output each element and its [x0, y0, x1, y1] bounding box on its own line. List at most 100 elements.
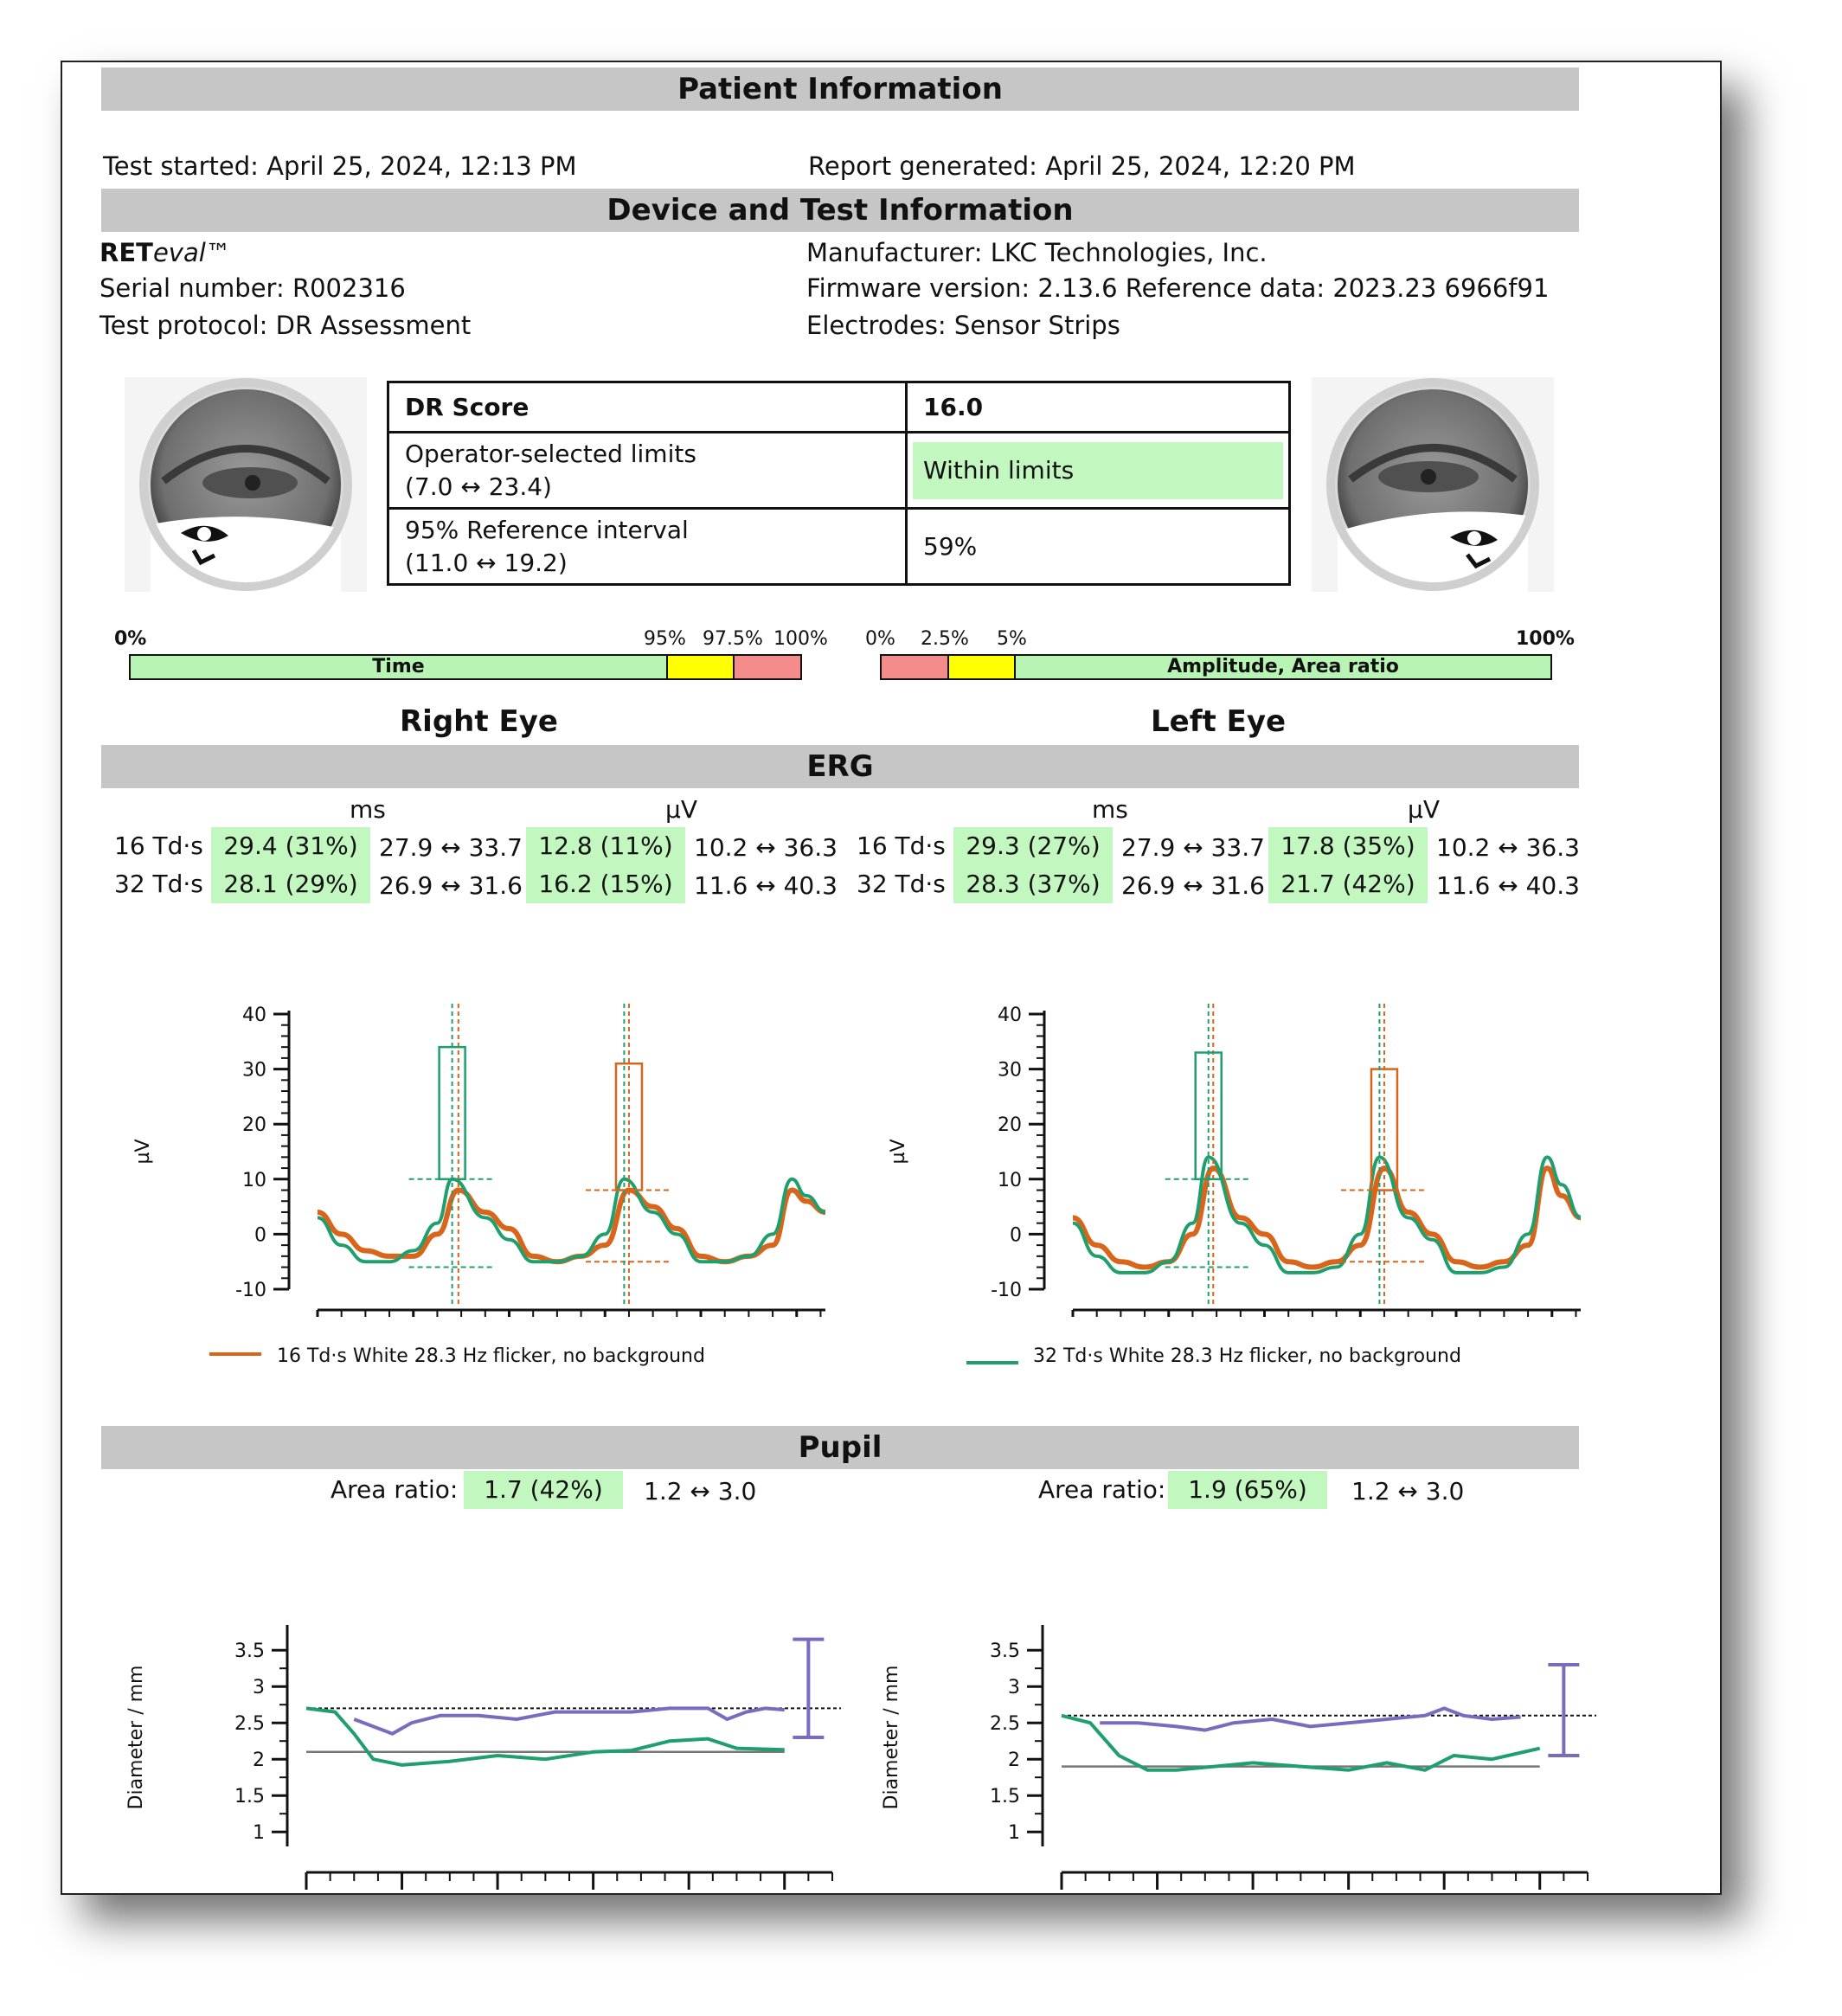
y-axis-label: Diameter / mm — [881, 1666, 902, 1810]
pupil-series-line-green — [305, 1706, 785, 1767]
erg-header: ERG — [101, 745, 1579, 788]
brand-tm: ™ — [205, 238, 231, 267]
left-row16-uv: 17.8 (35%) — [1268, 827, 1428, 865]
y-axis-label: µV — [888, 1139, 909, 1164]
dr-score-value: 16.0 — [905, 381, 1291, 433]
left-row16-ms: 29.3 (27%) — [953, 827, 1113, 865]
left-row16-ms-range: 27.9 ↔ 33.7 — [1121, 833, 1265, 862]
series-line-32 — [317, 1177, 826, 1264]
series-line-16 — [1072, 1165, 1582, 1270]
amplitude-range-box — [438, 1045, 466, 1181]
left-row32-uv: 21.7 (42%) — [1268, 865, 1428, 903]
left-row32-label: 32 Td·s — [857, 870, 946, 898]
right-row32-ms-range: 26.9 ↔ 31.6 — [379, 871, 523, 900]
reference-value: 59% — [905, 507, 1291, 586]
y-tick-label: 2 — [253, 1750, 265, 1771]
time-bar-borderline — [666, 654, 735, 680]
reference-label-line2: (11.0 ↔ 19.2) — [405, 548, 568, 577]
test-started: Test started: April 25, 2024, 12:13 PM — [103, 151, 577, 181]
right-row16-ms-range: 27.9 ↔ 33.7 — [379, 833, 523, 862]
limits-label-line1: Operator-selected limits — [405, 439, 696, 468]
pupil-series-line-purple — [1100, 1706, 1521, 1732]
y-axis-label: Diameter / mm — [125, 1666, 147, 1810]
right-area-label: Area ratio: — [331, 1475, 459, 1504]
y-tick-label: 3.5 — [234, 1640, 265, 1662]
right-row32-uv-range: 11.6 ↔ 40.3 — [694, 871, 838, 900]
y-tick-label: 40 — [242, 1005, 266, 1026]
left-eye-heading: Left Eye — [1151, 704, 1287, 739]
test-protocol: Test protocol: DR Assessment — [99, 311, 472, 340]
time-scale-0: 0% — [114, 628, 147, 650]
right-area-value: 1.7 (42%) — [464, 1471, 623, 1509]
left-area-label: Area ratio: — [1038, 1475, 1166, 1504]
reference-label-line1: 95% Reference interval — [405, 515, 689, 544]
brand-bold: RET — [99, 238, 153, 267]
y-tick-label: 3 — [253, 1677, 265, 1698]
device-brand: RETeval™ — [99, 237, 231, 268]
y-tick-label: 1 — [1008, 1822, 1020, 1844]
manufacturer: Manufacturer: LKC Technologies, Inc. — [806, 238, 1268, 267]
left-erg-chart: -10010203040µV020406080100ms — [888, 1004, 1582, 1317]
right-row32-label: 32 Td·s — [114, 870, 203, 898]
right-row16-uv-range: 10.2 ↔ 36.3 — [694, 833, 838, 862]
amp-scale-2-5: 2.5% — [921, 628, 969, 650]
amp-scale-100: 100% — [1516, 628, 1575, 650]
series-line-16 — [317, 1187, 826, 1265]
amp-scale-0: 0% — [865, 628, 895, 650]
limits-label: Operator-selected limits (7.0 ↔ 23.4) — [387, 431, 908, 510]
time-scale-95: 95% — [644, 628, 686, 650]
y-tick-label: 3.5 — [990, 1640, 1020, 1662]
right-eye-photo — [125, 377, 367, 592]
right-erg-chart: -10010203040µV020406080100ms — [132, 1004, 826, 1317]
left-unit-uv: µV — [1408, 795, 1440, 824]
brand-italic: eval — [152, 238, 206, 267]
amp-bar-normal — [1014, 654, 1552, 680]
patient-info-header: Patient Information — [101, 67, 1579, 111]
firmware-version: Firmware version: 2.13.6 Reference data:… — [806, 273, 1550, 303]
dr-score-row: DR Score 16.0 — [387, 381, 1291, 433]
right-unit-uv: µV — [665, 795, 697, 824]
report-generated: Report generated: April 25, 2024, 12:20 … — [808, 151, 1356, 181]
pupil-series-line-purple — [353, 1706, 785, 1736]
y-tick-label: -10 — [235, 1280, 266, 1301]
limits-label-line2: (7.0 ↔ 23.4) — [405, 472, 552, 501]
limits-value-cell: Within limits — [905, 431, 1291, 510]
pupil-header: Pupil — [101, 1426, 1579, 1469]
legend-32-swatch — [966, 1361, 1018, 1364]
right-row16-ms: 29.4 (31%) — [211, 827, 370, 865]
legend-32-label: 32 Td·s White 28.3 Hz flicker, no backgr… — [1033, 1345, 1461, 1367]
right-row32-uv: 16.2 (15%) — [526, 865, 685, 903]
y-tick-label: 3 — [1008, 1677, 1020, 1698]
y-tick-label: 2.5 — [234, 1713, 265, 1735]
time-scale-97-5: 97.5% — [703, 628, 763, 650]
y-tick-label: 30 — [998, 1060, 1022, 1082]
right-unit-ms: ms — [350, 795, 386, 824]
y-tick-label: 0 — [254, 1224, 266, 1246]
left-eye-photo — [1312, 377, 1554, 592]
right-eye-heading: Right Eye — [400, 704, 558, 739]
time-bar-normal — [129, 654, 668, 680]
serial-number: Serial number: R002316 — [99, 273, 406, 303]
amplitude-range-box — [1194, 1051, 1223, 1181]
series-line-32 — [1072, 1155, 1582, 1274]
y-tick-label: 2 — [1008, 1750, 1020, 1771]
limits-row: Operator-selected limits (7.0 ↔ 23.4) Wit… — [387, 431, 1291, 510]
amp-bar-borderline — [947, 654, 1016, 680]
y-axis-label: µV — [132, 1139, 154, 1164]
right-row16-uv: 12.8 (11%) — [526, 827, 685, 865]
amp-bar-abnormal — [880, 654, 949, 680]
left-row32-ms: 28.3 (37%) — [953, 865, 1113, 903]
time-bar-abnormal — [733, 654, 802, 680]
amp-bar-label: Amplitude, Area ratio — [1167, 656, 1399, 677]
left-row32-ms-range: 26.9 ↔ 31.6 — [1121, 871, 1265, 900]
y-tick-label: 2.5 — [990, 1713, 1020, 1735]
legend-16-label: 16 Td·s White 28.3 Hz flicker, no backgr… — [277, 1345, 705, 1367]
dr-score-label: DR Score — [387, 381, 908, 433]
y-tick-label: 1.5 — [990, 1786, 1020, 1807]
left-row16-uv-range: 10.2 ↔ 36.3 — [1436, 833, 1580, 862]
left-row32-uv-range: 11.6 ↔ 40.3 — [1436, 871, 1580, 900]
y-tick-label: 1 — [253, 1822, 265, 1844]
right-row32-ms: 28.1 (29%) — [211, 865, 370, 903]
right-row16-label: 16 Td·s — [114, 831, 203, 860]
time-bar-label: Time — [372, 656, 425, 677]
